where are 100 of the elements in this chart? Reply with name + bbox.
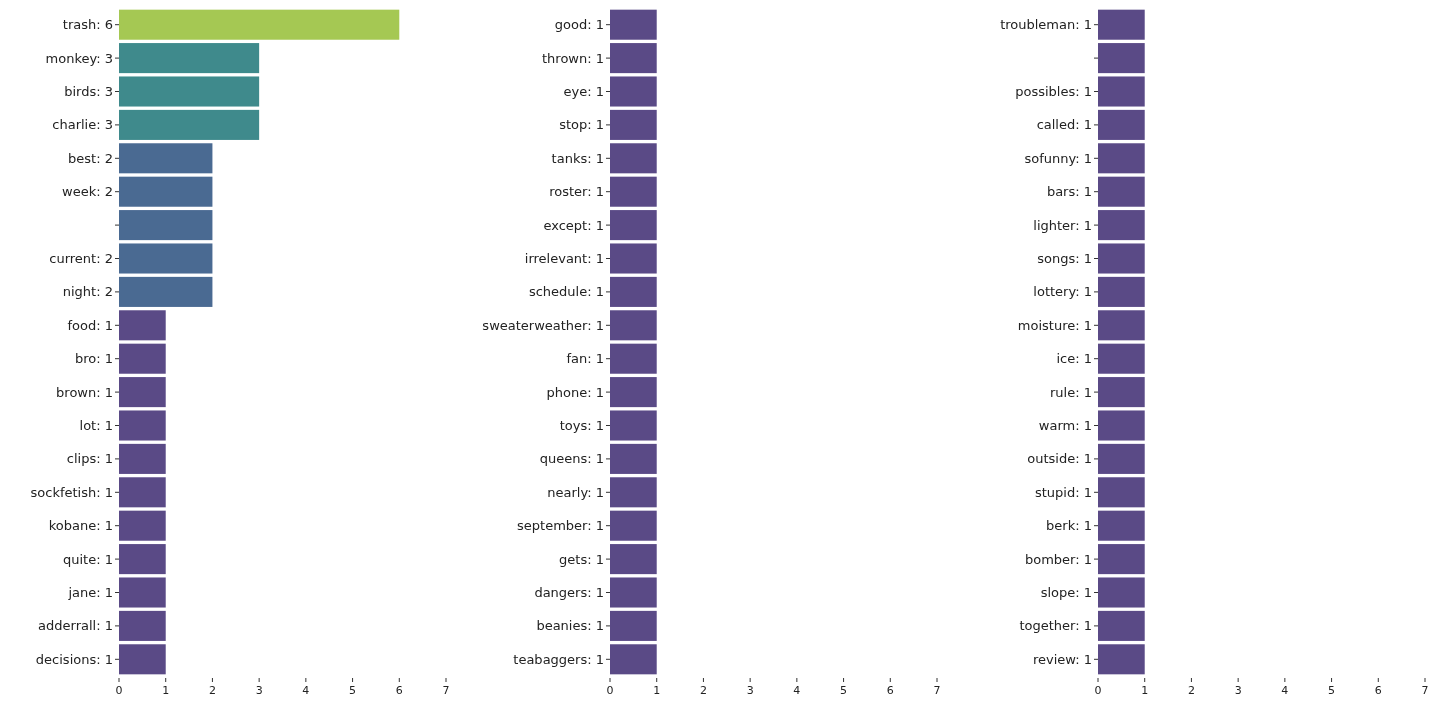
y-tick-label: phone: 1: [546, 384, 604, 400]
y-tick-label: sweaterweather: 1: [482, 317, 604, 333]
y-tick-label: clips: 1: [66, 451, 113, 467]
y-tick-label: lighter: 1: [1033, 217, 1092, 233]
y-tick-label: rule: 1: [1050, 384, 1092, 400]
y-tick-label: adderrall: 1: [38, 618, 113, 634]
y-tick-label: week: 2: [62, 184, 113, 200]
x-tick-label: 2: [208, 684, 216, 697]
bar: [119, 577, 166, 608]
x-tick-label: 3: [255, 684, 263, 697]
x-tick-label: 6: [1374, 684, 1382, 697]
x-tick-label: 1: [1141, 684, 1149, 697]
y-tick-label: teabaggers: 1: [513, 651, 604, 667]
x-tick-label: 5: [349, 684, 357, 697]
x-tick-label: 7: [933, 684, 941, 697]
y-tick-label: decisions: 1: [35, 651, 113, 667]
x-tick-label: 7: [1421, 684, 1429, 697]
y-tick-label: gets: 1: [559, 551, 604, 567]
x-tick-label: 4: [793, 684, 801, 697]
x-tick-label: 6: [395, 684, 403, 697]
y-tick-label: eye: 1: [563, 84, 604, 100]
y-tick-label: night: 2: [62, 284, 113, 300]
y-tick-label: sofunny: 1: [1024, 150, 1092, 166]
y-tick-label: irrelevant: 1: [524, 251, 604, 267]
x-tick-label: 6: [886, 684, 894, 697]
bar: [119, 310, 166, 341]
y-tick-label: review: 1: [1032, 651, 1092, 667]
y-tick-label: together: 1: [1019, 618, 1092, 634]
y-tick-label: jane: 1: [67, 585, 113, 601]
y-tick-label: sockfetish: 1: [30, 484, 113, 500]
bar: [119, 477, 166, 508]
y-tick-label: troubleman: 1: [1000, 17, 1092, 33]
bar: [119, 544, 166, 575]
y-tick-label: berk: 1: [1046, 518, 1092, 534]
bar: [119, 610, 166, 641]
y-tick-label: tanks: 1: [551, 150, 604, 166]
y-tick-label: monkey: 3: [45, 50, 113, 66]
bar: [119, 176, 213, 207]
y-tick-label: songs: 1: [1037, 251, 1092, 267]
y-tick-label: lottery: 1: [1033, 284, 1092, 300]
bar: [119, 9, 400, 40]
y-tick-label: slope: 1: [1040, 585, 1092, 601]
bar: [119, 443, 166, 474]
y-tick-label: warm: 1: [1038, 418, 1092, 434]
x-tick-label: 0: [606, 684, 614, 697]
y-tick-label: good: 1: [554, 17, 604, 33]
y-tick-label: stop: 1: [559, 117, 604, 133]
y-tick-label: best: 2: [68, 150, 113, 166]
bar: [119, 510, 166, 541]
y-tick-label: food: 1: [67, 317, 113, 333]
y-tick-label: dangers: 1: [534, 585, 604, 601]
bar: [119, 276, 213, 307]
y-tick-label: toys: 1: [559, 418, 604, 434]
y-tick-label: roster: 1: [549, 184, 604, 200]
y-tick-label: beanies: 1: [536, 618, 604, 634]
y-tick-label: trash: 6: [62, 17, 113, 33]
y-tick-label: fan: 1: [566, 351, 604, 367]
x-tick-label: 1: [162, 684, 170, 697]
y-tick-label: outside: 1: [1027, 451, 1092, 467]
x-tick-label: 1: [653, 684, 661, 697]
y-tick-label: lot: 1: [79, 418, 113, 434]
y-tick-label: possibles: 1: [1015, 84, 1092, 100]
y-tick-label: brown: 1: [56, 384, 113, 400]
y-tick-label: except: 1: [543, 217, 604, 233]
y-tick-label: kobane: 1: [48, 518, 113, 534]
bar: [119, 109, 260, 140]
x-tick-label: 3: [1234, 684, 1242, 697]
x-tick-label: 2: [699, 684, 707, 697]
bar: [119, 410, 166, 441]
bar: [119, 76, 260, 107]
y-tick-label: schedule: 1: [528, 284, 604, 300]
bar: [119, 210, 213, 241]
y-tick-label: bomber: 1: [1024, 551, 1092, 567]
bar: [119, 377, 166, 408]
y-tick-label: moisture: 1: [1017, 317, 1092, 333]
x-tick-label: 0: [115, 684, 123, 697]
bar: [119, 644, 166, 675]
y-tick-label: september: 1: [517, 518, 604, 534]
y-tick-label: current: 2: [49, 251, 113, 267]
y-tick-label: thrown: 1: [541, 50, 604, 66]
bar: [119, 143, 213, 174]
y-tick-label: bro: 1: [74, 351, 113, 367]
y-tick-label: charlie: 3: [52, 117, 113, 133]
bar: [119, 243, 213, 274]
y-tick-label: bars: 1: [1046, 184, 1092, 200]
x-tick-label: 0: [1094, 684, 1102, 697]
y-tick-label: birds: 3: [64, 84, 113, 100]
y-tick-label: queens: 1: [539, 451, 604, 467]
y-tick-label: stupid: 1: [1034, 484, 1092, 500]
y-tick-label: nearly: 1: [547, 484, 604, 500]
y-tick-label: called: 1: [1036, 117, 1092, 133]
x-tick-label: 2: [1187, 684, 1195, 697]
x-tick-label: 5: [1328, 684, 1336, 697]
x-tick-label: 7: [442, 684, 450, 697]
x-tick-label: 4: [302, 684, 310, 697]
y-tick-label: quite: 1: [63, 551, 113, 567]
x-tick-label: 5: [840, 684, 848, 697]
y-tick-label: ice: 1: [1056, 351, 1092, 367]
x-tick-label: 4: [1281, 684, 1289, 697]
bar: [119, 343, 166, 374]
